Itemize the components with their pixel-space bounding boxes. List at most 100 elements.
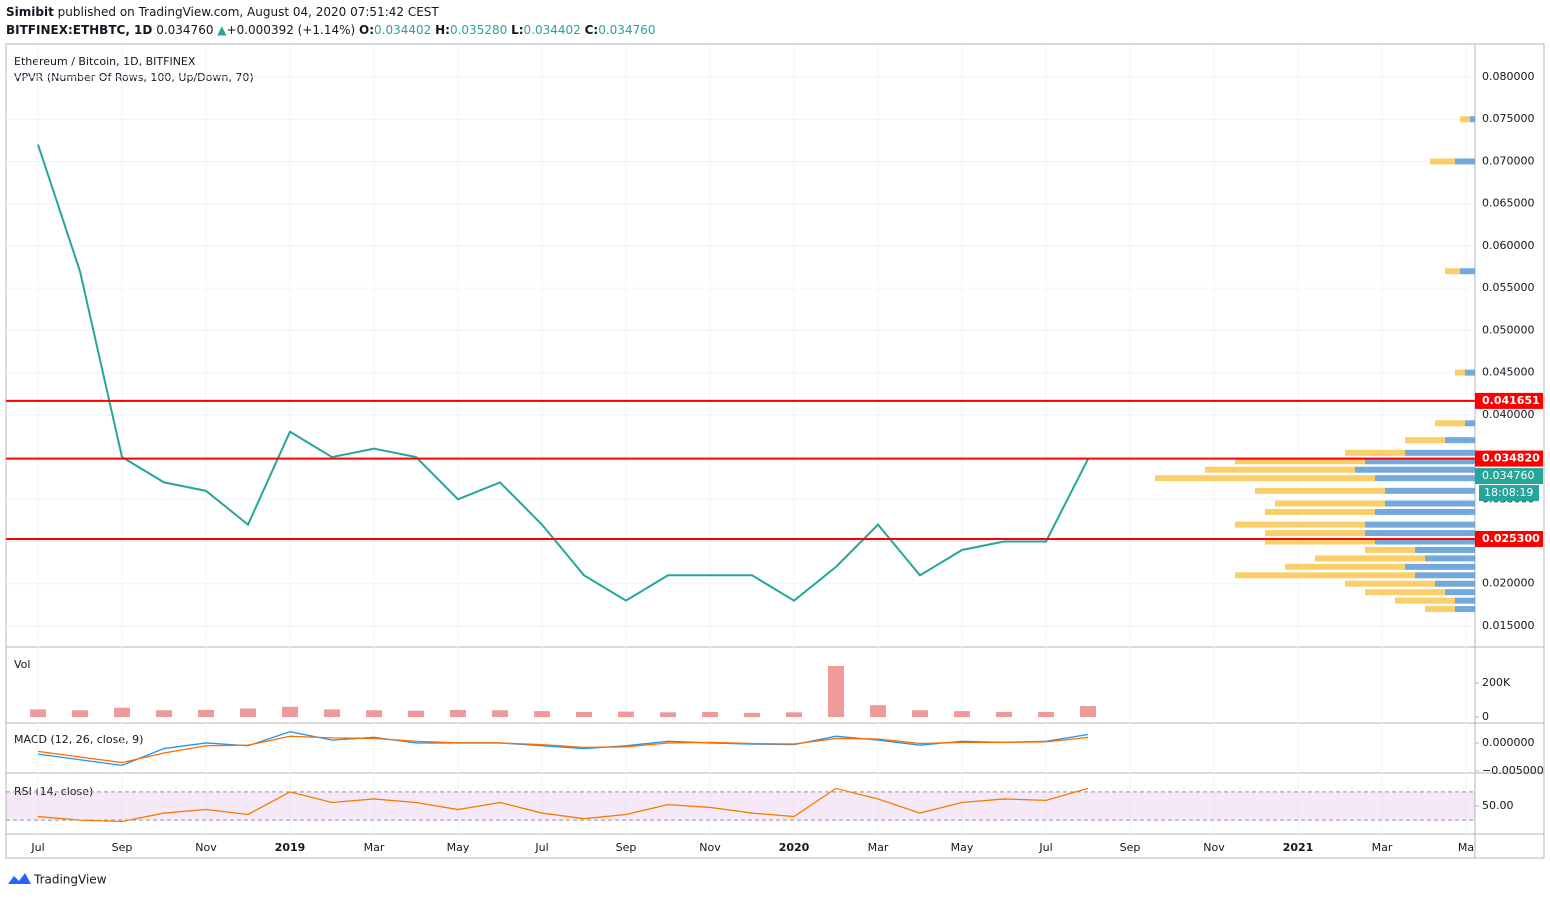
vpvr-down [1155, 475, 1375, 482]
low: 0.034402 [524, 23, 581, 37]
l-label: L: [511, 23, 523, 37]
volume-bar [1080, 706, 1096, 718]
vpvr-down [1425, 606, 1455, 613]
vpvr-down [1265, 508, 1375, 515]
x-tick-label: 2020 [779, 841, 810, 854]
vpvr-down [1435, 420, 1465, 427]
countdown: 18:08:19 [1484, 486, 1533, 499]
o-label: O: [359, 23, 374, 37]
vpvr-up [1445, 437, 1475, 444]
vpvr-up [1415, 572, 1475, 579]
vpvr-up [1365, 521, 1475, 528]
y-tick-label: 0.050000 [1482, 323, 1535, 336]
volume-bar [408, 710, 424, 718]
vpvr-down [1265, 538, 1375, 545]
vpvr-down [1430, 158, 1455, 165]
vpvr-down [1405, 437, 1445, 444]
vpvr-up [1405, 563, 1475, 570]
x-tick-label: Jul [30, 841, 44, 854]
series-line [37, 735, 1089, 764]
vpvr-down [1345, 449, 1405, 456]
volume-bar [660, 712, 676, 718]
vpvr-down [1265, 530, 1365, 537]
y-tick-label: 0.075000 [1482, 112, 1535, 125]
price-label-box [1475, 530, 1543, 547]
y-tick-label: 0.020000 [1482, 577, 1535, 590]
vpvr-up [1455, 606, 1475, 613]
price-label-box [1475, 392, 1543, 409]
vpvr-down [1255, 487, 1385, 494]
vpvr-up [1455, 158, 1475, 165]
x-tick-label: Mar [1372, 841, 1393, 854]
arrow: ▲ [217, 23, 227, 37]
close: 0.034760 [598, 23, 655, 37]
vpvr-down [1235, 458, 1365, 465]
vpvr-down [1235, 521, 1365, 528]
x-tick-label: Ma [1458, 841, 1474, 854]
volume-bar [30, 709, 46, 718]
vpvr-up [1415, 546, 1475, 553]
last-price-label: 0.034760 [1482, 469, 1535, 482]
x-tick-label: 2019 [275, 841, 306, 854]
y-tick-label: 0.045000 [1482, 366, 1535, 379]
vpvr-down [1455, 369, 1465, 376]
vpvr-down [1365, 546, 1415, 553]
vpvr-up [1385, 500, 1475, 507]
y-tick-label: 0.055000 [1482, 281, 1535, 294]
volume-bar [72, 710, 88, 718]
volume-bar [912, 710, 928, 718]
chart-frame [5, 43, 1545, 859]
volume-title: Vol [14, 658, 30, 671]
y-tick-label: 0.065000 [1482, 197, 1535, 210]
author: Simibit published on TradingView.com, Au… [6, 5, 439, 19]
open: 0.034402 [374, 23, 431, 37]
volume-bar [198, 709, 214, 718]
vpvr-up [1385, 487, 1475, 494]
x-tick-label: Jul [534, 841, 548, 854]
y-tick-label: 0 [1482, 710, 1489, 723]
vpvr-up [1375, 538, 1475, 545]
vpvr-up [1425, 555, 1475, 562]
rsi-title: RSI (14, close) [14, 785, 93, 798]
series-line [37, 731, 1089, 767]
price-label-box [1475, 450, 1543, 467]
y-tick-label: 0.060000 [1482, 239, 1535, 252]
c-label: C: [585, 23, 599, 37]
volume-bar [954, 711, 970, 718]
author-name: Simibit [6, 5, 54, 19]
vpvr-up [1365, 458, 1475, 465]
vpvr-down [1460, 116, 1470, 123]
x-tick-label: Mar [868, 841, 889, 854]
y-tick-label: 0.080000 [1482, 70, 1535, 83]
x-tick-label: Mar [364, 841, 385, 854]
vpvr-down [1315, 555, 1425, 562]
y-tick-label: 0.000000 [1482, 736, 1535, 749]
last-price-box [1475, 468, 1543, 485]
change: +0.000392 (+1.14%) [227, 23, 356, 37]
x-tick-label: Sep [1120, 841, 1141, 854]
x-tick-label: Sep [616, 841, 637, 854]
volume-bar [828, 666, 844, 718]
vpvr-down [1445, 268, 1460, 275]
brand: TradingView [33, 873, 107, 887]
x-tick-label: 2021 [1283, 841, 1314, 854]
vpvr-up [1375, 508, 1475, 515]
macd-title: MACD (12, 26, close, 9) [14, 733, 143, 746]
x-tick-label: Sep [112, 841, 133, 854]
series-line [37, 144, 1089, 602]
volume-bar [786, 712, 802, 718]
volume-bar [744, 712, 760, 718]
vpvr-up [1455, 597, 1475, 604]
h-label: H: [435, 23, 450, 37]
volume-bar [156, 710, 172, 718]
x-tick-label: May [951, 841, 974, 854]
volume-bar [1038, 711, 1054, 718]
x-tick-label: Nov [699, 841, 721, 854]
volume-bar [492, 710, 508, 718]
vpvr-up [1465, 369, 1475, 376]
vpvr-up [1365, 530, 1475, 537]
x-tick-label: Nov [195, 841, 217, 854]
vpvr-up [1460, 268, 1475, 275]
